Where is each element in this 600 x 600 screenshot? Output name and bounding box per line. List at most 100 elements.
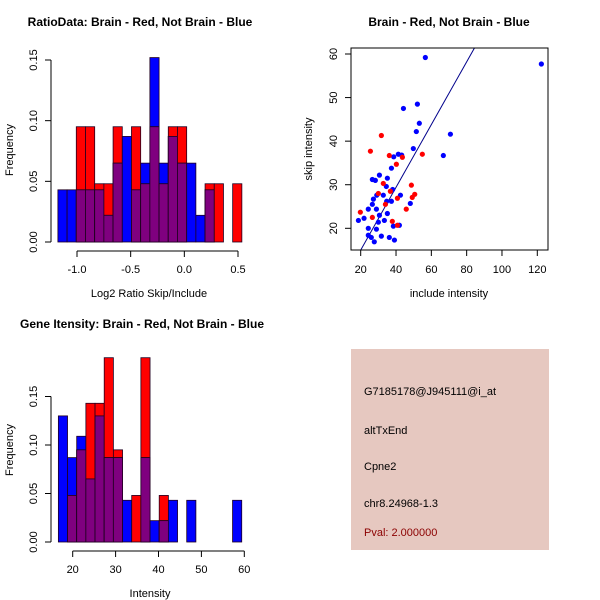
plot-box [350, 47, 549, 251]
overlap-bar [67, 495, 78, 543]
blue-bar [232, 499, 243, 543]
red-point [386, 152, 392, 159]
info-panel-background [351, 349, 549, 550]
blue-bar [186, 162, 197, 243]
chart-title: RatioData: Brain - Red, Not Brain - Blue [28, 15, 253, 29]
red-point [409, 194, 415, 200]
x-axis-label: Intensity [130, 588, 171, 600]
x-tick-label: 120 [528, 264, 546, 276]
y-tick-label: 50 [328, 91, 340, 103]
overlap-bar [158, 183, 169, 243]
red-bar [131, 495, 142, 543]
blue-point [381, 217, 387, 224]
red-point [375, 190, 381, 197]
x-tick-label: 60 [425, 264, 437, 276]
overlap-bar [131, 189, 142, 243]
blue-point [376, 172, 383, 178]
overlap-bar [112, 457, 123, 543]
blue-bar [167, 499, 178, 543]
y-tick-label: 40 [328, 135, 340, 147]
x-tick-label: 20 [67, 564, 79, 576]
blue-bar [186, 499, 197, 543]
blue-bar [66, 189, 77, 243]
probe-id: G7185178@J945111@i_at [364, 386, 496, 398]
blue-point [440, 152, 446, 159]
x-tick-label: 50 [195, 564, 207, 576]
blue-point [361, 215, 367, 221]
chart-title: Gene Itensity: Brain - Red, Not Brain - … [20, 317, 264, 331]
y-axis-label: skip intensity [303, 117, 315, 180]
red-point [394, 222, 401, 228]
overlap-bar [103, 214, 114, 243]
red-point [369, 214, 375, 221]
y-tick-label: 20 [328, 222, 340, 234]
blue-bar [195, 214, 206, 243]
intensity-histogram: Gene Itensity: Brain - Red, Not Brain - … [4, 317, 264, 600]
y-axis-label: Frequency [4, 424, 16, 476]
blue-point [416, 120, 422, 126]
ratio-histogram: RatioData: Brain - Red, Not Brain - Blue… [4, 15, 253, 300]
y-tick-label: 0.10 [28, 434, 40, 455]
red-point [357, 209, 363, 215]
overlap-bar [177, 162, 188, 243]
gene-name: Cpne2 [364, 461, 396, 473]
y-tick-label: 0.05 [28, 171, 40, 192]
y-tick-label: 0.15 [28, 49, 40, 70]
red-point [380, 180, 386, 187]
blue-bar [149, 520, 160, 543]
intensity-scatter: Brain - Red, Not Brain - Blue include int… [303, 15, 549, 300]
x-tick-label: 30 [109, 564, 121, 576]
overlap-bar [140, 457, 151, 543]
x-tick-label: 100 [493, 264, 511, 276]
y-tick-label: 60 [328, 48, 340, 60]
blue-point [368, 234, 374, 241]
y-tick-label: 0.05 [28, 483, 40, 504]
overlap-bar [158, 520, 169, 543]
blue-point [414, 101, 420, 107]
x-tick-label: 20 [355, 264, 367, 276]
blue-point [413, 128, 419, 135]
red-point [382, 201, 389, 207]
info-panel: G7185178@J945111@i_at altTxEnd Cpne2 chr… [351, 349, 549, 550]
x-tick-label: 0.5 [230, 264, 245, 276]
red-point [378, 132, 384, 139]
blue-point [410, 145, 416, 152]
red-point [399, 154, 405, 160]
gene-location: chr8.24968-1.3 [364, 498, 438, 510]
red-point [367, 148, 374, 154]
red-bar [213, 183, 224, 243]
blue-point [388, 165, 395, 171]
blue-point [365, 225, 371, 231]
event-type: altTxEnd [364, 425, 407, 437]
overlap-bar [76, 449, 87, 543]
overlap-bar [149, 126, 160, 243]
blue-point [386, 234, 392, 241]
x-tick-label: 40 [152, 564, 164, 576]
blue-point [380, 192, 386, 198]
red-point [403, 206, 409, 212]
blue-bar [122, 499, 133, 543]
blue-point [391, 154, 397, 160]
y-tick-label: 0.00 [28, 231, 40, 252]
overlap-bar [85, 189, 96, 243]
blue-point [370, 196, 377, 202]
overlap-bar [94, 415, 105, 543]
overlap-bar [85, 478, 96, 543]
y-axis-label: Frequency [4, 124, 16, 176]
red-point [408, 182, 414, 188]
overlap-bar [167, 136, 178, 243]
blue-point [372, 177, 378, 183]
blue-point [390, 223, 396, 229]
blue-point [369, 201, 375, 207]
blue-point [365, 206, 371, 212]
blue-point [384, 210, 390, 217]
blue-point [373, 206, 380, 212]
blue-bar [57, 415, 68, 543]
blue-point [400, 105, 407, 112]
blue-point [376, 212, 383, 218]
y-tick-label: 0.15 [28, 386, 40, 407]
red-point [387, 188, 393, 194]
y-tick-label: 0.00 [28, 531, 40, 552]
